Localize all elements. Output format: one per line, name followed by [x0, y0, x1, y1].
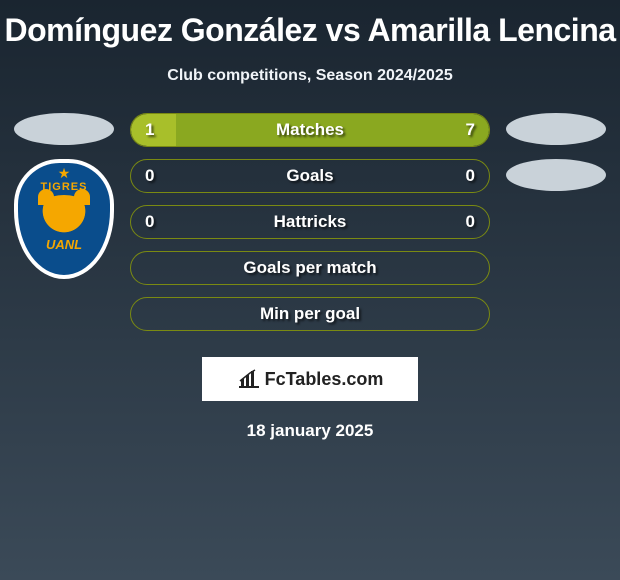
right-player-photo-placeholder: [506, 113, 606, 145]
left-player-column: ★ TIGRES UANL: [8, 113, 120, 279]
brand-text: FcTables.com: [265, 369, 384, 390]
badge-star-icon: ★: [18, 163, 110, 182]
stat-bar: 17Matches: [130, 113, 490, 147]
stat-label: Goals: [131, 166, 489, 186]
stat-label: Goals per match: [131, 258, 489, 278]
bar-chart-icon: [237, 369, 259, 389]
page-subtitle: Club competitions, Season 2024/2025: [0, 67, 620, 85]
stat-bar: 00Hattricks: [130, 205, 490, 239]
tiger-icon: [34, 195, 94, 235]
badge-top-text: TIGRES: [18, 181, 110, 193]
stat-bar: Goals per match: [130, 251, 490, 285]
footer-date: 18 january 2025: [0, 421, 620, 441]
stat-label: Matches: [131, 120, 489, 140]
page-title: Domínguez González vs Amarilla Lencina: [0, 0, 620, 49]
stat-label: Hattricks: [131, 212, 489, 232]
stat-bar: 00Goals: [130, 159, 490, 193]
stat-label: Min per goal: [131, 304, 489, 324]
right-team-badge-placeholder: [506, 159, 606, 191]
brand-footer: FcTables.com: [202, 357, 418, 401]
stats-area: ★ TIGRES UANL 17Matches 00Goals 00Hattrick…: [0, 113, 620, 353]
right-player-column: [500, 113, 612, 205]
left-player-photo-placeholder: [14, 113, 114, 145]
left-team-badge: ★ TIGRES UANL: [14, 159, 114, 279]
stat-bar: Min per goal: [130, 297, 490, 331]
stat-bars: 17Matches 00Goals 00Hattricks Goals per mat…: [130, 113, 490, 343]
badge-bottom-text: UANL: [18, 237, 110, 252]
